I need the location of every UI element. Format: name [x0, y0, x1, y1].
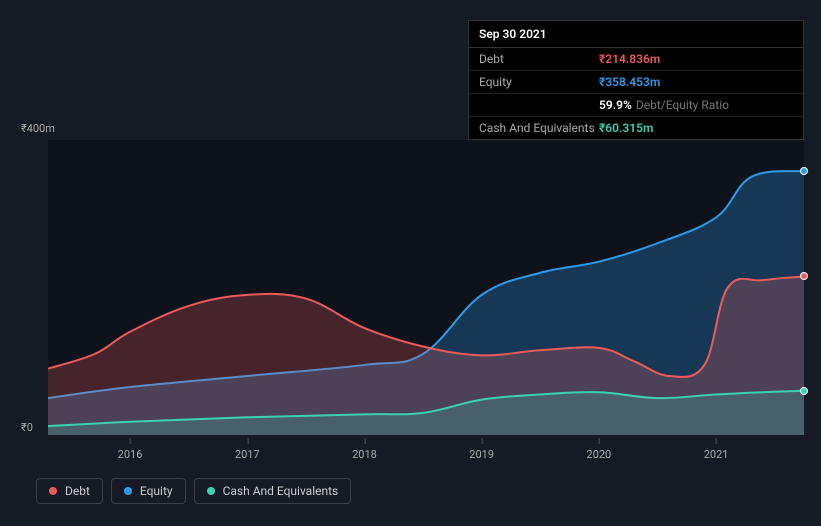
- legend-item-debt[interactable]: Debt: [36, 478, 103, 504]
- tooltip-row-value: ₹358.453m: [599, 75, 660, 89]
- series-end-marker-cash: [800, 387, 808, 395]
- legend-dot-icon: [49, 487, 57, 495]
- tooltip-row: 59.9%Debt/Equity Ratio: [469, 94, 803, 117]
- y-axis-max-label: ₹400m: [21, 122, 55, 135]
- tooltip-row-label: Debt: [479, 52, 599, 66]
- chart-container: Sep 30 2021 Debt₹214.836mEquity₹358.453m…: [18, 0, 804, 526]
- tooltip-row-value: 59.9%Debt/Equity Ratio: [599, 98, 729, 112]
- tooltip-row-label: Equity: [479, 75, 599, 89]
- x-axis-tick: 2021: [704, 448, 729, 461]
- tooltip-date: Sep 30 2021: [469, 21, 803, 48]
- tooltip-row: Cash And Equivalents₹60.315m: [469, 117, 803, 139]
- series-end-marker-equity: [800, 167, 808, 175]
- legend-dot-icon: [124, 487, 132, 495]
- x-axis-tick: 2016: [118, 448, 143, 461]
- chart-legend: Debt Equity Cash And Equivalents: [36, 478, 351, 504]
- legend-item-label: Debt: [65, 484, 90, 498]
- tooltip-row-label: [479, 98, 599, 112]
- x-axis-tick: 2019: [469, 448, 494, 461]
- legend-item-cash-and-equivalents[interactable]: Cash And Equivalents: [194, 478, 352, 504]
- tooltip-row-sublabel: Debt/Equity Ratio: [636, 98, 729, 112]
- tooltip-row-value: ₹60.315m: [599, 121, 653, 135]
- y-axis-min-label: ₹0: [21, 421, 33, 434]
- tooltip-row-value: ₹214.836m: [599, 52, 660, 66]
- legend-item-label: Cash And Equivalents: [223, 484, 339, 498]
- legend-item-equity[interactable]: Equity: [111, 478, 186, 504]
- chart-plot-area[interactable]: [48, 140, 804, 435]
- tooltip-row: Equity₹358.453m: [469, 71, 803, 94]
- x-axis-tick: 2018: [352, 448, 377, 461]
- legend-item-label: Equity: [140, 484, 173, 498]
- x-axis-tick: 2017: [235, 448, 260, 461]
- x-axis: 2016 2017 2018 2019 2020 2021: [48, 440, 804, 460]
- chart-tooltip: Sep 30 2021 Debt₹214.836mEquity₹358.453m…: [468, 20, 804, 140]
- legend-dot-icon: [207, 487, 215, 495]
- tooltip-row: Debt₹214.836m: [469, 48, 803, 71]
- x-axis-tick: 2020: [587, 448, 612, 461]
- tooltip-row-label: Cash And Equivalents: [479, 121, 599, 135]
- series-end-marker-debt: [800, 272, 808, 280]
